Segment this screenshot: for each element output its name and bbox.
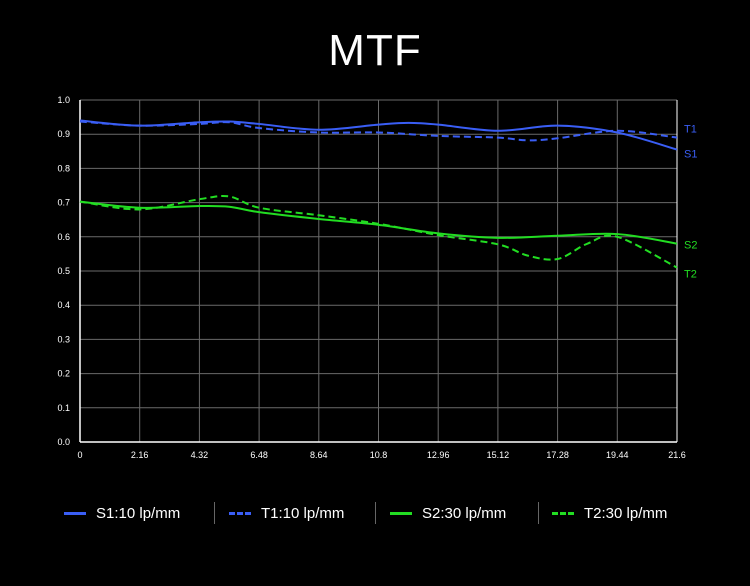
- y-tick-label: 0.4: [57, 300, 70, 310]
- legend-swatch-s1: [64, 511, 86, 515]
- x-tick-label: 21.6: [668, 450, 686, 460]
- series-end-label-t2: T2: [684, 269, 697, 281]
- series-end-label-s2: S2: [684, 240, 697, 252]
- y-tick-label: 0.3: [57, 334, 70, 344]
- y-tick-labels: 0.0 0.1 0.2 0.3 0.4 0.5 0.6 0.7 0.8 0.9 1.0: [57, 95, 70, 447]
- x-tick-label: 6.48: [250, 450, 268, 460]
- x-tick-label: 8.64: [310, 450, 328, 460]
- legend-item-t1: T1:10 lp/mm: [229, 500, 344, 526]
- x-tick-label: 4.32: [191, 450, 209, 460]
- legend-swatch-t1: [229, 511, 251, 515]
- series-line-s2: [79, 200, 678, 245]
- legend-label-s1: S1:10 lp/mm: [96, 504, 181, 522]
- legend: S1:10 lp/mm T1:10 lp/mm S2:30 lp/mm T2:3…: [0, 500, 750, 526]
- series-line-t2: [79, 194, 678, 269]
- chart-title: MTF: [328, 26, 422, 75]
- x-tick-label: 15.12: [487, 450, 510, 460]
- x-tick-label: 2.16: [131, 450, 149, 460]
- y-tick-label: 0.2: [57, 369, 70, 379]
- y-tick-label: 0.8: [57, 163, 70, 173]
- legend-item-s2: S2:30 lp/mm: [390, 500, 506, 526]
- legend-label-s2: S2:30 lp/mm: [422, 504, 507, 522]
- legend-label-t2: T2:30 lp/mm: [584, 504, 668, 522]
- x-tick-labels: 0 2.16 4.32 6.48 8.64 10.8 12.96 15.12 17.28 19.4…: [77, 450, 685, 460]
- grid-lines: [79, 99, 678, 443]
- y-tick-label: 0.7: [57, 198, 70, 208]
- series-lines: [79, 119, 678, 269]
- series-end-label-t1: T1: [684, 124, 697, 136]
- y-tick-label: 1.0: [57, 95, 70, 105]
- series-end-labels: S1 T1 S2 T2: [684, 124, 697, 281]
- legend-item-s1: S1:10 lp/mm: [64, 500, 180, 526]
- mtf-chart: 0.0 0.1 0.2 0.3 0.4 0.5 0.6 0.7 0.8 0.9 1.0 0 2.16 4…: [57, 95, 697, 460]
- legend-separator: [375, 502, 376, 524]
- legend-item-t2: T2:30 lp/mm: [552, 500, 667, 526]
- x-tick-label: 19.44: [606, 450, 629, 460]
- x-tick-label: 12.96: [427, 450, 450, 460]
- legend-label-t1: T1:10 lp/mm: [261, 504, 345, 522]
- series-line-t1: [79, 120, 678, 142]
- series-end-label-s1: S1: [684, 149, 697, 161]
- legend-separator: [214, 502, 215, 524]
- x-tick-label: 0: [77, 450, 82, 460]
- legend-separator: [538, 502, 539, 524]
- y-tick-label: 0.1: [57, 403, 70, 413]
- x-tick-label: 10.8: [370, 450, 388, 460]
- y-tick-label: 0.0: [57, 437, 70, 447]
- legend-swatch-t2: [552, 511, 574, 515]
- x-tick-label: 17.28: [546, 450, 569, 460]
- y-tick-label: 0.6: [57, 232, 70, 242]
- y-tick-label: 0.9: [57, 129, 70, 139]
- series-line-s1: [79, 119, 678, 151]
- y-tick-label: 0.5: [57, 266, 70, 276]
- legend-swatch-s2: [390, 511, 412, 515]
